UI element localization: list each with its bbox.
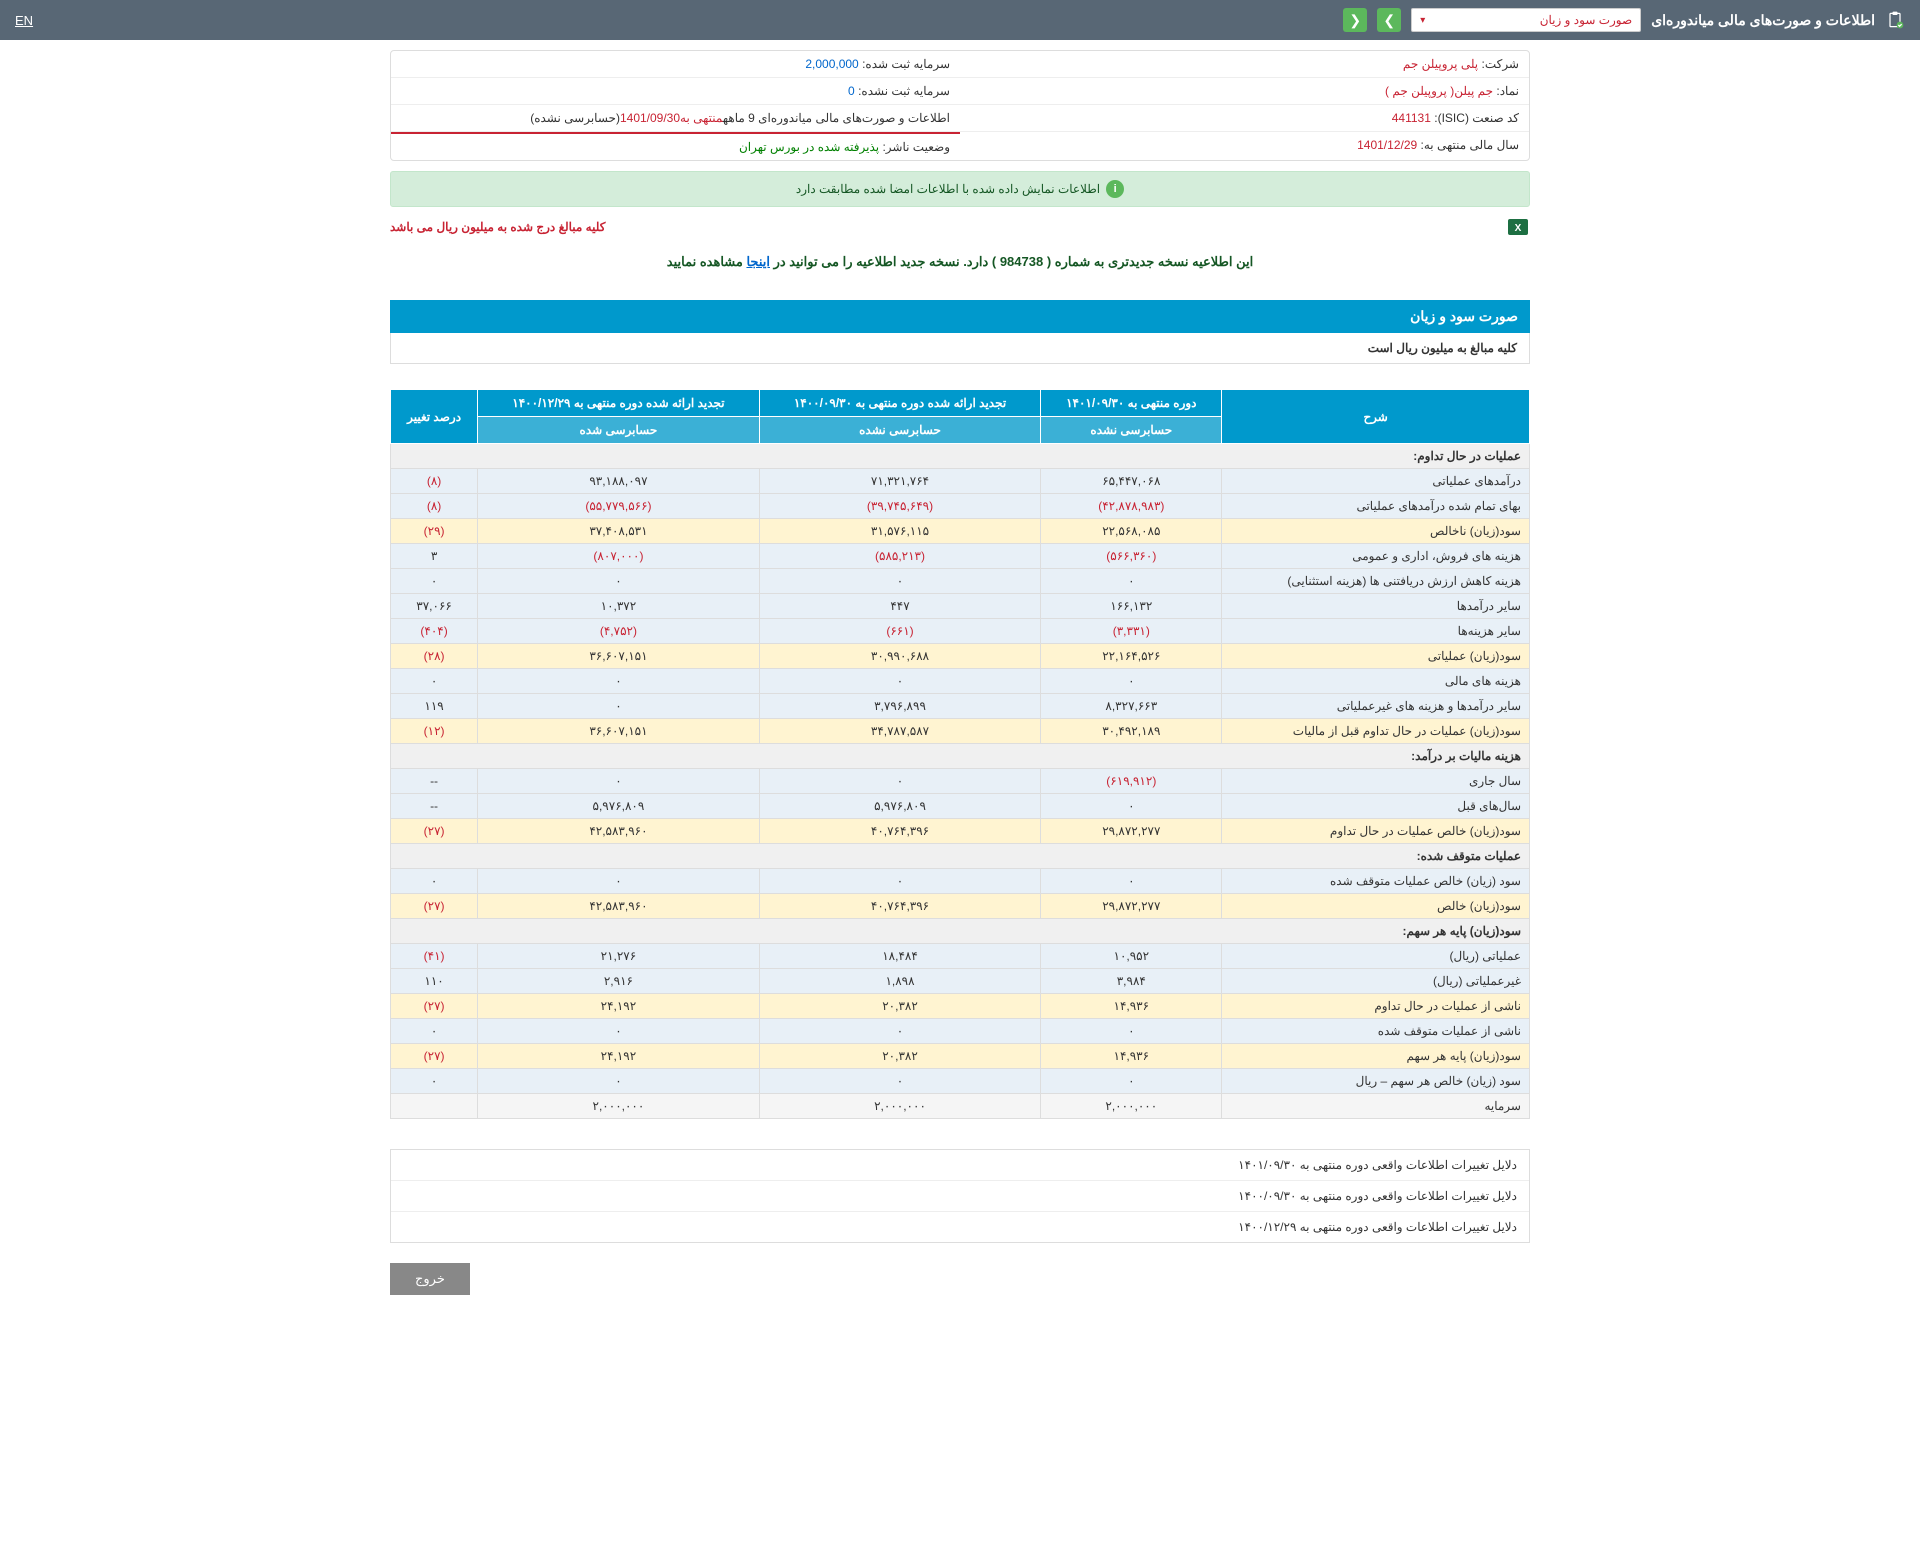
reasons-box: دلایل تغییرات اطلاعات واقعی دوره منتهی ب… [390,1149,1530,1243]
table-subtitle: کلیه مبالغ به میلیون ریال است [390,333,1530,364]
reason-row: دلایل تغییرات اطلاعات واقعی دوره منتهی ب… [391,1150,1529,1181]
table-row: درآمدهای عملیاتی۶۵,۴۴۷,۰۶۸۷۱,۳۲۱,۷۶۴۹۳,۱… [391,469,1530,494]
page-title: اطلاعات و صورت‌های مالی میاندوره‌ای [1651,12,1875,29]
table-row: سود(زیان) عملیات در حال تداوم قبل از مال… [391,719,1530,744]
table-row: ناشی از عملیات در حال تداوم۱۴,۹۳۶۲۰,۳۸۲۲… [391,994,1530,1019]
table-title: صورت سود و زیان [390,300,1530,333]
chevron-down-icon: ▾ [1420,15,1425,26]
table-row: سایر هزینه‌ها(۳,۳۳۱)(۶۶۱)(۴,۷۵۲)(۴۰۴) [391,619,1530,644]
table-row: هزینه کاهش ارزش دریافتنی ها (هزینه استثن… [391,569,1530,594]
reason-row: دلایل تغییرات اطلاعات واقعی دوره منتهی ب… [391,1212,1529,1242]
info-icon: i [1106,180,1124,198]
nav-next-button[interactable]: ❯ [1377,8,1401,32]
table-row: سایر درآمدها و هزینه های غیرعملیاتی۸,۳۲۷… [391,694,1530,719]
version-notice: این اطلاعیه نسخه جدیدتری به شماره ( 9847… [390,254,1530,270]
excel-icon[interactable]: X [1506,215,1530,239]
table-row: غیرعملیاتی (ریال)۳,۹۸۴۱,۸۹۸۲,۹۱۶۱۱۰ [391,969,1530,994]
nav-prev-button[interactable]: ❮ [1343,8,1367,32]
table-row: سایر درآمدها۱۶۶,۱۳۲۴۴۷۱۰,۳۷۲۳۷,۰۶۶ [391,594,1530,619]
table-row: سود(زیان) عملیاتی۲۲,۱۶۴,۵۲۶۳۰,۹۹۰,۶۸۸۳۶,… [391,644,1530,669]
table-row: سود(زیان) پایه هر سهم۱۴,۹۳۶۲۰,۳۸۲۲۴,۱۹۲(… [391,1044,1530,1069]
version-link[interactable]: اینجا [746,254,770,269]
status-bar: i اطلاعات نمایش داده شده با اطلاعات امضا… [390,171,1530,207]
table-row: عملیاتی (ریال)۱۰,۹۵۲۱۸,۴۸۴۲۱,۲۷۶(۴۱) [391,944,1530,969]
table-row: سود(زیان) پایه هر سهم: [391,919,1530,944]
reason-row: دلایل تغییرات اطلاعات واقعی دوره منتهی ب… [391,1181,1529,1212]
table-row: سرمایه۲,۰۰۰,۰۰۰۲,۰۰۰,۰۰۰۲,۰۰۰,۰۰۰ [391,1094,1530,1119]
table-row: عملیات در حال تداوم: [391,444,1530,469]
lang-toggle[interactable]: EN [15,13,33,28]
income-statement-table: شرح دوره منتهی به ۱۴۰۱/۰۹/۳۰ تجدید ارائه… [390,389,1530,1119]
table-row: هزینه های مالی۰۰۰۰ [391,669,1530,694]
table-row: سال جاری(۶۱۹,۹۱۲)۰۰-- [391,769,1530,794]
top-bar: اطلاعات و صورت‌های مالی میاندوره‌ای صورت… [0,0,1920,40]
table-row: بهای تمام شده درآمدهای عملیاتی(۴۲,۸۷۸,۹۸… [391,494,1530,519]
table-row: سال‌های قبل۰۵,۹۷۶,۸۰۹۵,۹۷۶,۸۰۹-- [391,794,1530,819]
table-row: سود (زیان) خالص عملیات متوقف شده۰۰۰۰ [391,869,1530,894]
info-box: شرکت: پلی پروپیلن جم سرمایه ثبت شده: 2,0… [390,50,1530,161]
table-row: عملیات متوقف شده: [391,844,1530,869]
currency-note: کلیه مبالغ درج شده به میلیون ریال می باش… [390,220,605,234]
clipboard-icon [1885,8,1905,32]
table-row: ناشی از عملیات متوقف شده۰۰۰۰ [391,1019,1530,1044]
table-row: سود(زیان) ناخالص۲۲,۵۶۸,۰۸۵۳۱,۵۷۶,۱۱۵۳۷,۴… [391,519,1530,544]
table-row: هزینه مالیات بر درآمد: [391,744,1530,769]
table-row: سود(زیان) خالص عملیات در حال تداوم۲۹,۸۷۲… [391,819,1530,844]
svg-text:X: X [1515,223,1522,234]
table-row: سود(زیان) خالص۲۹,۸۷۲,۲۷۷۴۰,۷۶۴,۳۹۶۴۲,۵۸۳… [391,894,1530,919]
exit-button[interactable]: خروج [390,1263,470,1295]
table-row: سود (زیان) خالص هر سهم – ریال۰۰۰۰ [391,1069,1530,1094]
table-row: هزینه های فروش، اداری و عمومی(۵۶۶,۳۶۰)(۵… [391,544,1530,569]
report-dropdown[interactable]: صورت سود و زیان ▾ [1411,8,1641,32]
